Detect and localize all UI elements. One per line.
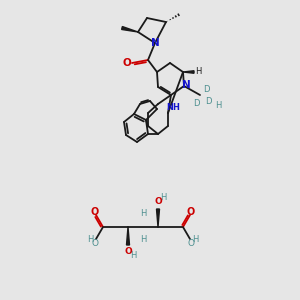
Text: H: H <box>160 194 166 202</box>
Polygon shape <box>157 209 160 227</box>
Text: O: O <box>187 207 195 217</box>
Text: H: H <box>195 68 201 76</box>
Text: N: N <box>151 38 159 47</box>
Text: O: O <box>154 197 162 206</box>
Text: H: H <box>130 251 136 260</box>
Text: D: D <box>193 98 199 107</box>
Text: D: D <box>205 97 211 106</box>
Text: NH: NH <box>166 103 180 112</box>
Text: H: H <box>140 236 146 244</box>
Polygon shape <box>127 227 130 245</box>
Polygon shape <box>183 71 194 73</box>
Text: H: H <box>87 236 94 244</box>
Text: O: O <box>92 239 99 248</box>
Text: D: D <box>203 85 209 94</box>
Polygon shape <box>122 26 138 32</box>
Text: H: H <box>215 100 221 109</box>
Text: H: H <box>140 209 146 218</box>
Text: O: O <box>187 239 194 248</box>
Text: H: H <box>192 236 198 244</box>
Text: O: O <box>91 207 99 217</box>
Text: N: N <box>182 80 190 91</box>
Text: O: O <box>124 248 132 256</box>
Text: O: O <box>122 58 131 68</box>
